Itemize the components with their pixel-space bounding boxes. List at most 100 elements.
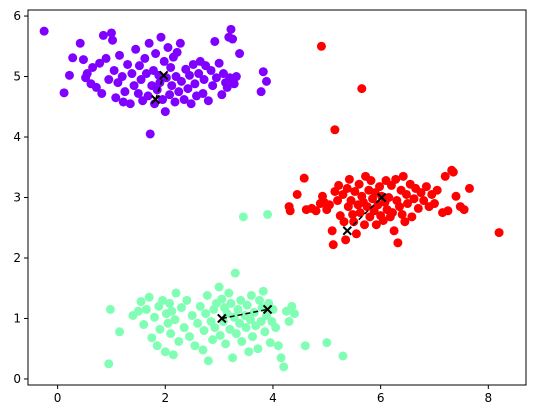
data-point	[136, 75, 146, 85]
centroid-path-0	[150, 70, 169, 105]
data-point	[186, 99, 196, 109]
centroid-marker	[377, 192, 387, 203]
data-point	[394, 202, 404, 212]
data-point	[316, 41, 326, 51]
data-point	[95, 58, 105, 68]
data-point	[416, 188, 426, 198]
data-point	[160, 347, 170, 357]
data-point	[409, 194, 419, 204]
data-point	[339, 217, 349, 227]
data-point	[168, 350, 178, 360]
data-point	[359, 220, 369, 230]
data-point	[344, 174, 354, 184]
data-point	[98, 30, 108, 40]
data-point	[134, 61, 144, 71]
data-point	[215, 330, 225, 340]
data-point	[384, 193, 394, 202]
data-point	[225, 324, 235, 334]
data-point	[129, 81, 139, 91]
x-tick-label: 8	[484, 391, 492, 405]
data-point	[166, 329, 176, 339]
y-tick-label: 6	[13, 9, 21, 23]
data-point	[190, 341, 200, 351]
data-point	[210, 323, 220, 333]
data-point	[214, 58, 224, 68]
data-point	[413, 203, 423, 213]
data-point	[179, 323, 189, 333]
data-point	[97, 88, 107, 98]
data-point	[217, 294, 227, 304]
data-point	[459, 205, 469, 215]
data-point	[371, 220, 381, 230]
data-point	[175, 38, 185, 48]
data-point	[300, 341, 310, 351]
data-point	[432, 185, 442, 195]
data-point	[464, 183, 474, 193]
data-point	[118, 97, 128, 107]
data-point	[285, 206, 295, 216]
data-point	[151, 49, 161, 59]
data-point	[176, 76, 186, 86]
y-tick-label: 0	[13, 372, 21, 386]
data-point	[163, 43, 173, 52]
data-point	[208, 335, 218, 345]
data-point	[333, 196, 343, 206]
data-point	[338, 351, 348, 361]
data-point	[145, 129, 155, 139]
data-point	[206, 65, 216, 75]
data-point	[117, 72, 127, 82]
centroid-path-2	[217, 304, 273, 324]
data-point	[237, 336, 247, 346]
data-point	[253, 344, 263, 354]
data-point	[123, 59, 133, 69]
data-point	[334, 180, 344, 190]
data-point	[165, 90, 175, 100]
data-point	[299, 173, 309, 183]
data-point	[143, 91, 153, 101]
data-point	[346, 196, 356, 206]
data-point	[349, 217, 359, 227]
data-point	[199, 326, 209, 336]
data-point	[176, 303, 186, 313]
x-tick-label: 6	[377, 391, 385, 405]
data-point	[355, 208, 365, 218]
data-point	[229, 79, 239, 89]
data-point	[341, 235, 351, 245]
data-point	[158, 295, 168, 305]
data-point	[375, 182, 385, 192]
data-point	[229, 312, 239, 322]
data-point	[115, 327, 125, 337]
data-point	[387, 208, 397, 218]
series-1	[284, 41, 504, 250]
data-point	[163, 318, 173, 328]
data-point	[125, 99, 135, 109]
data-point	[165, 298, 175, 308]
data-point	[39, 26, 49, 36]
data-point	[231, 329, 241, 339]
data-point	[185, 332, 195, 342]
y-tick-label: 4	[13, 130, 21, 144]
data-point	[91, 82, 101, 92]
data-point	[440, 171, 450, 181]
data-point	[174, 87, 184, 97]
x-axis: 0 2 4 6 8	[54, 385, 492, 405]
data-point	[170, 315, 180, 325]
data-point	[276, 353, 286, 363]
data-point	[236, 295, 246, 305]
y-tick-label: 3	[13, 191, 21, 205]
data-point	[224, 288, 234, 298]
data-point	[322, 338, 332, 348]
data-point	[245, 315, 255, 325]
data-point	[451, 191, 461, 201]
data-point	[172, 47, 182, 57]
data-point	[443, 206, 453, 216]
data-point	[231, 72, 241, 82]
data-point	[82, 69, 92, 79]
data-point	[292, 189, 302, 199]
data-point	[59, 88, 69, 98]
data-point	[217, 90, 227, 100]
data-point	[88, 62, 98, 72]
centroid-marker	[150, 94, 161, 105]
data-point	[214, 282, 224, 292]
data-point	[144, 292, 154, 302]
